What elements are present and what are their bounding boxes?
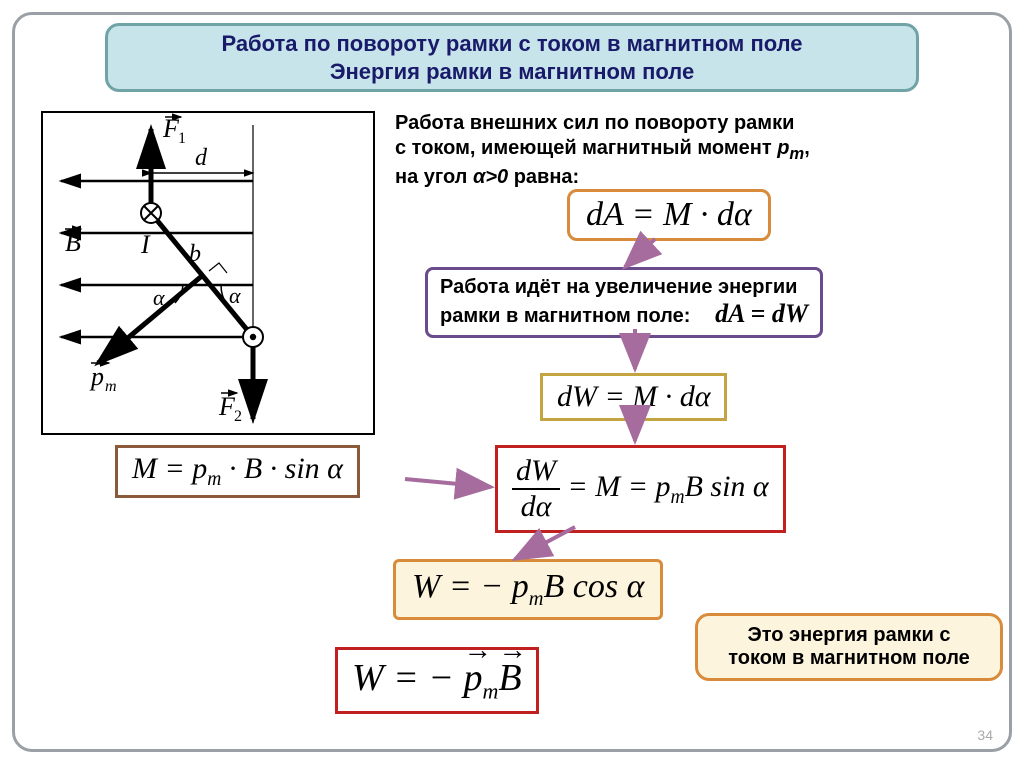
svg-text:b: b <box>189 241 201 267</box>
physics-diagram: F 1 B d I b α α p m F 2 <box>41 111 375 435</box>
title-box: Работа по повороту рамки с током в магни… <box>105 23 919 92</box>
formula-dAdW: dA = dW <box>715 299 808 329</box>
intro-line1: Работа внешних сил по повороту рамки <box>395 111 975 136</box>
formula-W: W = − pmB cos α <box>393 559 663 620</box>
formula-M: M = pm · B · sin α <box>115 445 360 498</box>
svg-text:α: α <box>153 285 165 310</box>
svg-text:I: I <box>140 230 151 259</box>
formula-dW: dW = M · dα <box>540 373 727 421</box>
svg-text:B: B <box>65 228 81 257</box>
svg-text:α: α <box>229 283 241 308</box>
page-number: 34 <box>977 727 993 743</box>
energy-note: Это энергия рамки с током в магнитном по… <box>695 613 1003 681</box>
slide-frame: Работа по повороту рамки с током в магни… <box>12 12 1012 752</box>
formula-dA-text: dA = M · dα <box>586 196 752 233</box>
text-energy: Работа идёт на увеличение энергии рамки … <box>425 267 985 338</box>
intro-text: Работа внешних сил по повороту рамки с т… <box>395 111 975 190</box>
title-line1: Работа по повороту рамки с током в магни… <box>120 30 904 58</box>
formula-W-vector: W = − pmB <box>335 647 539 714</box>
intro-line3: на угол α>0 равна: <box>395 165 975 190</box>
svg-text:2: 2 <box>234 408 242 425</box>
svg-text:d: d <box>195 145 208 171</box>
intro-line2: с током, имеющей магнитный момент pm, <box>395 136 975 165</box>
diagram-svg: F 1 B d I b α α p m F 2 <box>43 113 373 433</box>
title-line2: Энергия рамки в магнитном поле <box>120 58 904 86</box>
svg-text:m: m <box>105 378 117 395</box>
formula-dWda: dWdα = M = pmB sin α <box>495 445 786 533</box>
formula-dA: dA = M · dα <box>567 189 771 241</box>
svg-text:p: p <box>89 362 104 391</box>
svg-text:1: 1 <box>178 130 186 147</box>
